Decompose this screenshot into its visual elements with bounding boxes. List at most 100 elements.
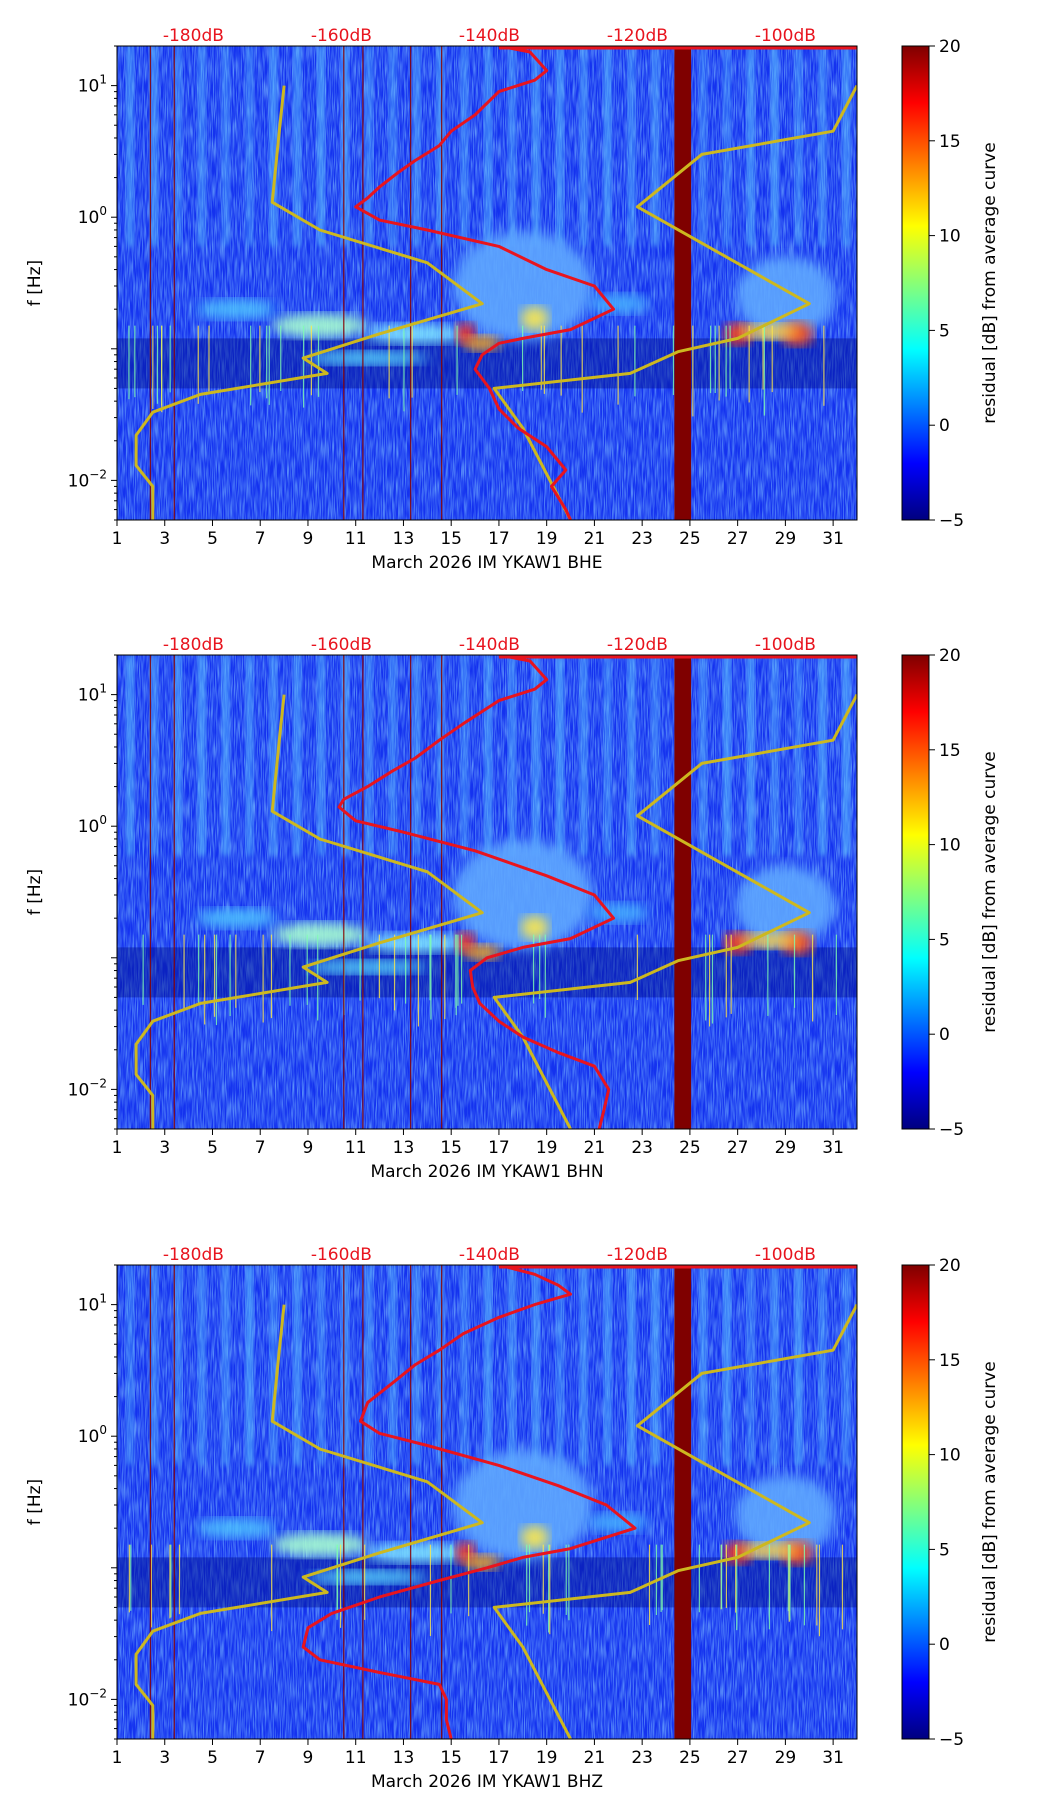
heatmap-day-stripe [245,46,254,247]
heatmap-day-stripe [794,655,803,856]
heatmap-day-stripe [293,1265,302,1466]
x-tick-label: 13 [393,1748,415,1768]
heatmap-energy-blob [307,1570,428,1585]
heatmap-day-stripe [340,1265,349,1466]
heatmap-day-stripe [221,655,230,856]
db-scale-label: -180dB [163,26,224,46]
heatmap-day-stripe [555,1265,564,1466]
heatmap-day-stripe [508,655,517,856]
colorbar-tick-label: −5 [939,1120,964,1140]
heatmap-day-stripe [388,1265,397,1466]
y-axis-label: f [Hz] [25,869,45,915]
x-tick-label: 7 [255,529,266,549]
plot-frame [116,45,858,521]
heatmap-area [117,1265,857,1739]
heatmap-energy-blob [738,323,799,340]
heatmap-area [117,655,857,1129]
heatmap-energy-blob [452,1450,593,1561]
heatmap-day-stripe [150,655,158,856]
y-axis-label: f [Hz] [25,260,45,306]
heatmap-day-stripe [579,655,588,856]
heatmap-day-stripe [531,46,540,247]
heatmap-energy-blob [271,922,368,947]
x-tick-label: 17 [488,529,510,549]
heatmap-day-stripe [460,46,469,247]
heatmap-energy-blob [520,915,549,940]
heatmap-day-stripe [627,1265,636,1466]
db-scale-label: -160dB [311,1245,372,1265]
heatmap-day-stripe [531,1265,540,1466]
heatmap-day-stripe [722,1265,731,1466]
x-tick-label: 21 [584,1748,606,1768]
heatmap-day-stripe [269,1265,278,1466]
heatmap-day-stripe [484,1265,493,1466]
colorbar-tick-label: 20 [939,646,961,666]
heatmap-energy-blob [271,1532,368,1557]
x-tick-label: 1 [112,1138,123,1158]
heatmap-energy-blob [196,1518,277,1539]
heatmap-day-stripe [173,655,182,856]
yellow-curve-right [492,84,857,520]
x-tick-label: 15 [440,1748,462,1768]
db-scale-label: -120dB [607,635,668,655]
x-tick-label: 5 [207,1138,218,1158]
colorbar-tick-label: 5 [939,321,950,341]
heatmap-day-stripe [770,46,779,247]
heatmap-day-stripe [627,46,636,247]
heatmap-energy-blob [735,256,836,337]
x-tick-label: 23 [631,1138,653,1158]
heatmap-energy-blob [365,1542,466,1563]
x-tick-label: 21 [584,1138,606,1158]
x-tick-label: 19 [536,529,558,549]
db-scale-label: -160dB [311,635,372,655]
heatmap-day-stripe [150,1265,158,1466]
heatmap-day-stripe [364,1265,373,1466]
colorbar: −5 0 5 10 15 20 residual [dB] from average cur… [901,646,1000,1140]
colorbar-tick-label: 20 [939,37,961,57]
colorbar-gradient [901,1264,930,1740]
x-tick-label: 23 [631,529,653,549]
y-tick-label: 101 [78,73,107,97]
heatmap-day-stripe [317,655,326,856]
colorbar-tick-label: 5 [939,1540,950,1560]
heatmap-day-stripe [388,655,397,856]
x-tick-label: 31 [822,1748,844,1768]
heatmap-day-stripe [221,46,230,247]
heatmap-energy-blob [464,944,501,961]
heatmap-day-stripe [651,46,660,247]
heatmap-day-stripe [579,1265,588,1466]
x-tick-label: 5 [207,1748,218,1768]
heatmap-day-stripe [173,1265,182,1466]
heatmap-day-stripe [317,46,326,247]
colorbar-tick-label: 15 [939,1351,961,1371]
x-tick-label: 27 [727,529,749,549]
db-scale-label: -140dB [459,26,520,46]
heatmap-energy-blob [452,231,593,342]
x-tick-label: 11 [345,1748,367,1768]
heatmap-day-stripe [794,46,803,247]
x-tick-label: 3 [159,529,170,549]
x-tick-label: 11 [345,1138,367,1158]
db-scale-label: -160dB [311,26,372,46]
heatmap-day-stripe [245,655,254,856]
y-tick-label: 10−2 [68,467,107,491]
data-gap-column [674,655,692,1129]
heatmap-day-stripe [818,46,827,247]
colorbar-gradient [901,45,930,521]
heatmap-day-stripe [317,1265,326,1466]
db-scale-label: -180dB [163,1245,224,1265]
heatmap-day-stripe [651,1265,660,1466]
x-tick-label: 7 [255,1748,266,1768]
y-tick-label: 10−2 [68,1076,107,1100]
heatmap-energy-blob [365,323,466,344]
heatmap-day-stripe [627,655,636,856]
heatmap-day-stripe [340,655,349,856]
db-scale-label: -140dB [459,635,520,655]
heatmap-day-stripe [150,46,158,247]
heatmap-day-stripe [603,46,612,247]
db-scale-label: -100dB [755,26,816,46]
y-tick-label: 100 [78,813,107,837]
colorbar-tick-label: 5 [939,930,950,950]
